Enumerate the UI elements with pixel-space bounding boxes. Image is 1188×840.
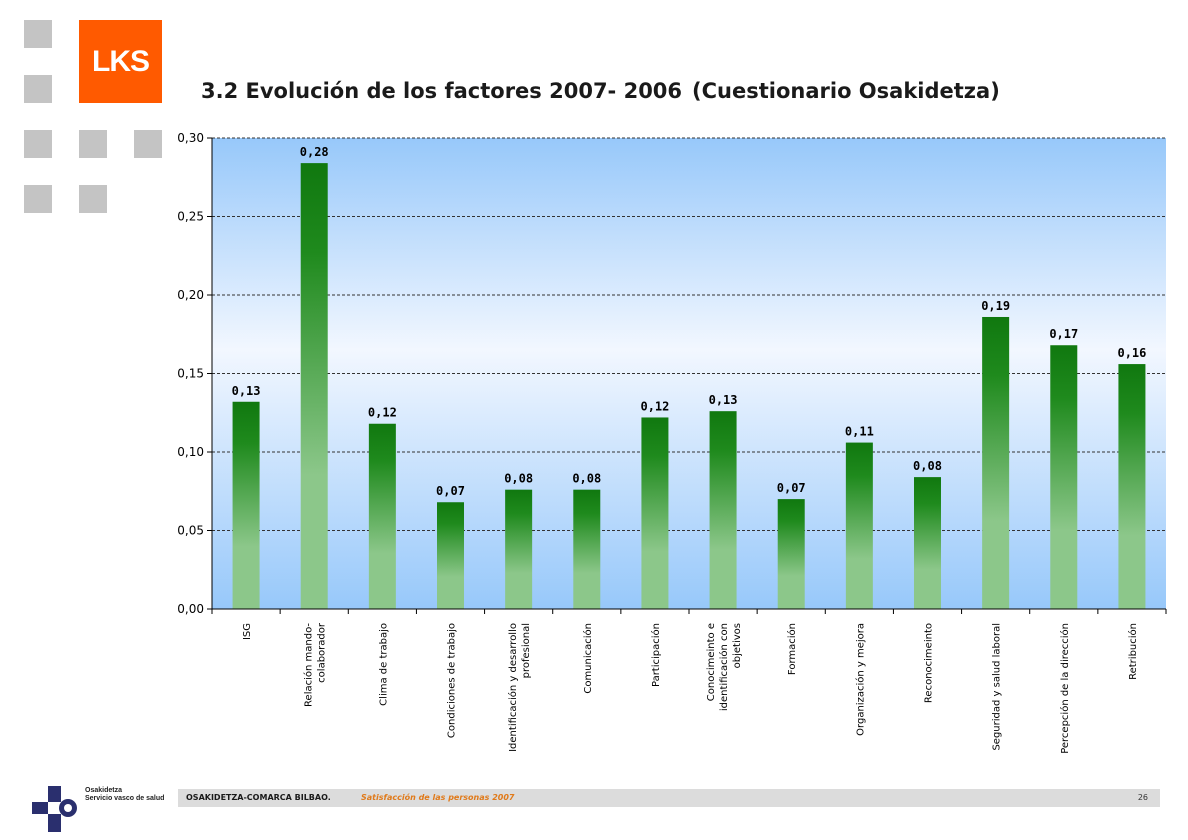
y-tick-label: 0,10	[177, 445, 204, 459]
decor-square	[24, 75, 52, 103]
x-category-label: Identificación y desarrollo profesional	[507, 623, 532, 752]
data-label: 0,13	[709, 393, 738, 407]
x-category-line: Formación	[786, 623, 798, 675]
x-category-line: Identificación y desarrollo	[507, 623, 519, 752]
x-category-label: Organización y mejora	[854, 623, 866, 736]
x-category-label: Clima de trabajo	[378, 623, 389, 706]
y-tick-label: 0,25	[177, 210, 204, 224]
data-label: 0,17	[1049, 327, 1078, 341]
x-category-label: Seguridad y salud laboral	[992, 623, 1003, 751]
data-label: 0,08	[504, 472, 533, 486]
x-category-line: Condiciones de trabajo	[447, 623, 458, 738]
footer-bar: OSAKIDETZA-COMARCA BILBAO. Satisfacción …	[178, 789, 1160, 807]
y-tick-label: 0,15	[177, 367, 204, 381]
x-category-label: Retribución	[1127, 623, 1139, 680]
x-category-label: Reconocimeinto	[924, 623, 935, 703]
x-category-line: colaborador	[317, 622, 328, 683]
data-label: 0,08	[913, 459, 942, 473]
y-tick-label: 0,05	[177, 524, 204, 538]
bar	[300, 163, 328, 609]
y-tick-label: 0,30	[177, 131, 204, 145]
lks-logo: LKS	[79, 20, 162, 103]
x-category-line: Conocimeinto e	[706, 623, 717, 701]
y-tick-label: 0,00	[177, 602, 204, 616]
data-label: 0,28	[300, 145, 329, 159]
decor-square	[24, 20, 52, 48]
bar	[437, 502, 464, 609]
x-category-label: Conocimeinto e identificación con objetivo…	[706, 623, 743, 711]
x-category-line: Participación	[650, 623, 662, 687]
decor-square	[24, 130, 52, 158]
bar	[777, 499, 805, 609]
footer-subtitle: Satisfacción de las personas 2007	[361, 793, 515, 802]
bar-chart: 0,00 0,05 0,10 0,15 0,20 0,25 0,30 0,13 ISG 0,28 R…	[177, 131, 1167, 754]
data-label: 0,16	[1117, 346, 1146, 360]
data-label: 0,07	[777, 481, 806, 495]
x-category-line: objetivos	[732, 623, 743, 668]
x-category-line: identificación con	[718, 623, 730, 711]
x-category-line: Relación mando-	[303, 623, 315, 707]
data-label: 0,12	[640, 399, 669, 413]
decor-square	[79, 185, 107, 213]
x-category-label: Condiciones de trabajo	[447, 623, 458, 738]
data-label: 0,13	[232, 384, 261, 398]
x-category-label: ISG	[242, 623, 253, 640]
decor-square	[24, 185, 52, 213]
x-category-line: Organización y mejora	[854, 623, 866, 736]
page-title: 3.2 Evolución de los factores 2007- 2006…	[201, 79, 1000, 103]
bar	[1050, 345, 1078, 609]
x-category-label: Formación	[786, 623, 798, 675]
x-category-line: profesional	[521, 623, 532, 678]
bar	[709, 411, 737, 609]
bar	[982, 316, 1010, 609]
bar	[641, 417, 669, 609]
data-label: 0,08	[572, 472, 601, 486]
x-category-line: Retribución	[1127, 623, 1139, 680]
x-category-label: Relación mando-colaborador	[303, 622, 328, 707]
x-category-label: Comunicación	[582, 623, 594, 694]
x-category-line: ISG	[242, 623, 253, 640]
x-category-line: Clima de trabajo	[378, 623, 389, 706]
brand-line1: Osakidetza	[85, 787, 122, 794]
title-main: 3.2 Evolución de los factores 2007- 2006	[201, 79, 683, 103]
x-category-label: Participación	[650, 623, 662, 687]
data-label: 0,11	[845, 425, 874, 439]
bar	[573, 489, 601, 609]
page-number: 26	[1137, 793, 1148, 802]
decor-square	[134, 130, 162, 158]
bar	[914, 477, 941, 609]
x-category-line: Percepción de la dirección	[1059, 623, 1071, 754]
y-tick-label: 0,20	[177, 288, 204, 302]
data-label: 0,19	[981, 299, 1010, 313]
bar	[232, 401, 260, 609]
decor-square	[79, 130, 107, 158]
osakidetza-brand: Osakidetza Servicio vasco de salud	[85, 787, 164, 803]
bar	[1118, 364, 1146, 609]
x-category-line: Comunicación	[582, 623, 594, 694]
bar	[368, 423, 396, 609]
x-category-line: Seguridad y salud laboral	[992, 623, 1003, 751]
x-category-line: Reconocimeinto	[924, 623, 935, 703]
data-label: 0,12	[368, 406, 397, 420]
brand-line2: Servicio vasco de salud	[85, 795, 165, 802]
title-suffix: (Cuestionario Osakidetza)	[692, 79, 1000, 103]
footer-org: OSAKIDETZA-COMARCA BILBAO.	[186, 793, 331, 802]
x-category-label: Percepción de la dirección	[1059, 623, 1071, 754]
bar	[845, 442, 873, 609]
osakidetza-logo-icon	[32, 786, 77, 832]
data-label: 0,07	[436, 484, 465, 498]
bar	[505, 489, 533, 609]
